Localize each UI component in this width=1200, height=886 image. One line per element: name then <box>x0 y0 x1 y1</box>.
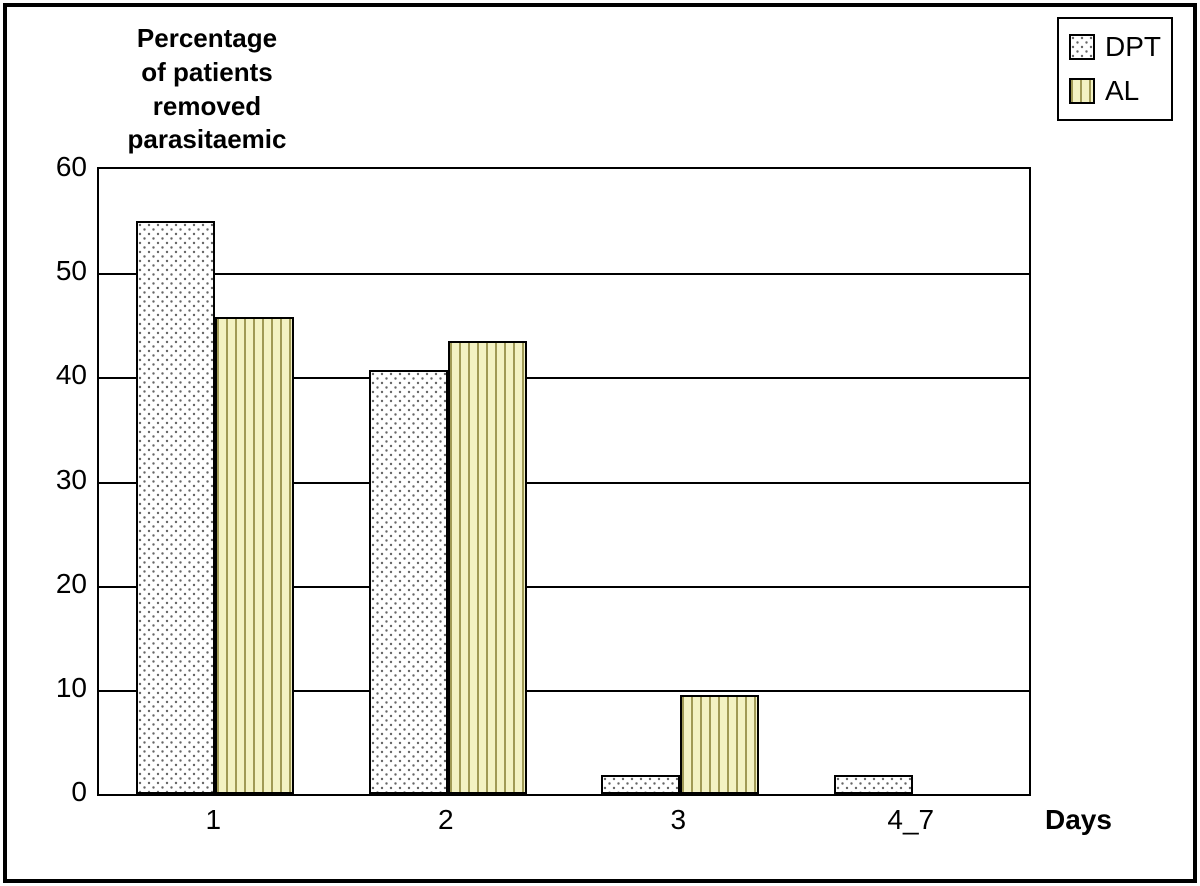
x-tick-label: 4_7 <box>795 804 1028 836</box>
x-axis-title: Days <box>1045 804 1112 836</box>
legend-swatch-dpt <box>1069 34 1095 60</box>
y-tick-label: 0 <box>42 776 87 808</box>
bar-dpt <box>136 221 215 794</box>
bar-dpt <box>369 370 448 794</box>
y-tick-label: 60 <box>42 151 87 183</box>
gridline <box>99 273 1029 275</box>
x-tick-label: 1 <box>97 804 330 836</box>
bar-al <box>215 317 294 794</box>
y-axis-title-line: parasitaemic <box>102 123 312 157</box>
legend-swatch-al <box>1069 78 1095 104</box>
y-axis-title: Percentage of patients removed parasitae… <box>102 22 312 157</box>
plot-area <box>97 167 1031 796</box>
legend-item-dpt: DPT <box>1069 25 1161 69</box>
legend-label-al: AL <box>1105 75 1139 107</box>
legend-item-al: AL <box>1069 69 1161 113</box>
bar-al <box>680 695 759 794</box>
y-axis-title-line: Percentage <box>102 22 312 56</box>
legend-label-dpt: DPT <box>1105 31 1161 63</box>
bar-dpt <box>834 775 913 794</box>
y-tick-label: 50 <box>42 255 87 287</box>
x-tick-label: 3 <box>562 804 795 836</box>
y-tick-label: 10 <box>42 672 87 704</box>
y-tick-label: 40 <box>42 359 87 391</box>
bar-dpt <box>601 775 680 794</box>
legend: DPT AL <box>1057 17 1173 121</box>
bar-al <box>448 341 527 794</box>
y-tick-label: 20 <box>42 568 87 600</box>
y-axis-title-line: of patients <box>102 56 312 90</box>
y-tick-label: 30 <box>42 464 87 496</box>
x-tick-label: 2 <box>330 804 563 836</box>
y-axis-title-line: removed <box>102 90 312 124</box>
